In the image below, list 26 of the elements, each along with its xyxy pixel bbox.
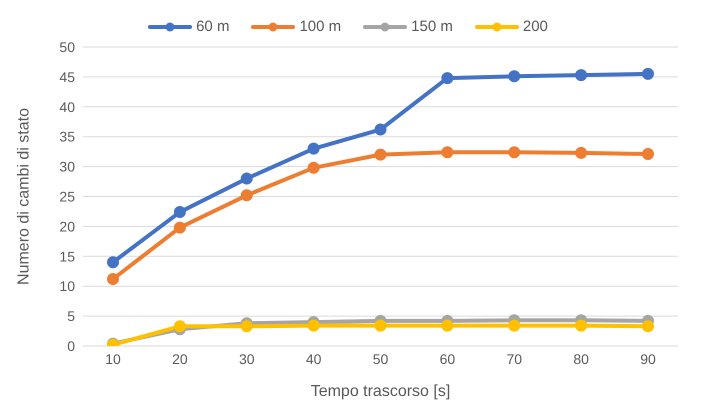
y-tick-label: 5: [67, 308, 76, 324]
x-tick-label: 20: [172, 350, 188, 367]
x-axis-title: Tempo trascorso [s]: [310, 383, 450, 400]
x-tick-label: 70: [506, 350, 522, 367]
legend-label: 100 m: [299, 18, 342, 35]
x-tick-label: 30: [238, 350, 255, 367]
y-tick-label: 35: [59, 128, 76, 145]
x-tick-label: 50: [372, 350, 388, 367]
y-tick-label: 45: [59, 68, 76, 85]
y-tick-label: 0: [67, 338, 76, 354]
y-tick-label: 25: [59, 188, 76, 204]
y-tick-label: 10: [59, 278, 76, 294]
x-tick-label: 90: [640, 350, 656, 367]
y-tick-label: 15: [59, 248, 76, 264]
legend-label: 60 m: [196, 18, 230, 35]
y-tick-label: 30: [59, 158, 76, 175]
x-tick-label: 60: [440, 350, 456, 367]
x-tick-label: 40: [306, 350, 322, 367]
legend-label: 200: [522, 18, 548, 35]
legend-label: 150 m: [411, 18, 453, 35]
x-tick-label: 10: [105, 350, 121, 367]
y-axis-title: Numero di cambi di stato: [16, 108, 33, 285]
y-tick-label: 20: [59, 218, 76, 234]
y-tick-label: 50: [59, 38, 76, 55]
y-tick-label: 40: [59, 98, 76, 115]
x-tick-label: 80: [573, 350, 590, 367]
